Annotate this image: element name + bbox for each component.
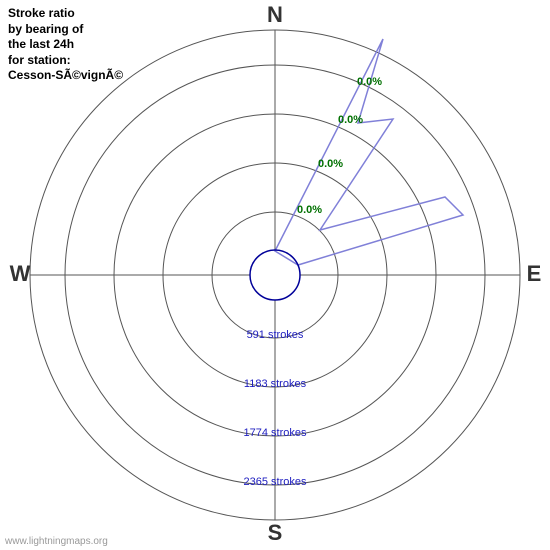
center-circle (250, 250, 300, 300)
pct-label-2: 0.0% (318, 158, 343, 170)
stroke-label-3: 1774 strokes (244, 427, 307, 439)
polar-chart: N E S W 591 strokes 1183 strokes 1774 st… (0, 0, 550, 550)
petal-shape (275, 39, 463, 265)
radial-lines (30, 30, 520, 520)
pct-label-1: 0.0% (297, 204, 322, 216)
stroke-label-2: 1183 strokes (244, 378, 307, 390)
cardinal-e: E (527, 261, 542, 286)
cardinal-w: W (10, 261, 31, 286)
pct-labels: 0.0% 0.0% 0.0% 0.0% (297, 76, 382, 216)
cardinal-n: N (267, 2, 283, 27)
stroke-label-4: 2365 strokes (244, 476, 307, 488)
pct-label-4: 0.0% (357, 76, 382, 88)
stroke-label-1: 591 strokes (247, 329, 304, 341)
cardinal-s: S (268, 520, 283, 545)
pct-label-3: 0.0% (338, 114, 363, 126)
